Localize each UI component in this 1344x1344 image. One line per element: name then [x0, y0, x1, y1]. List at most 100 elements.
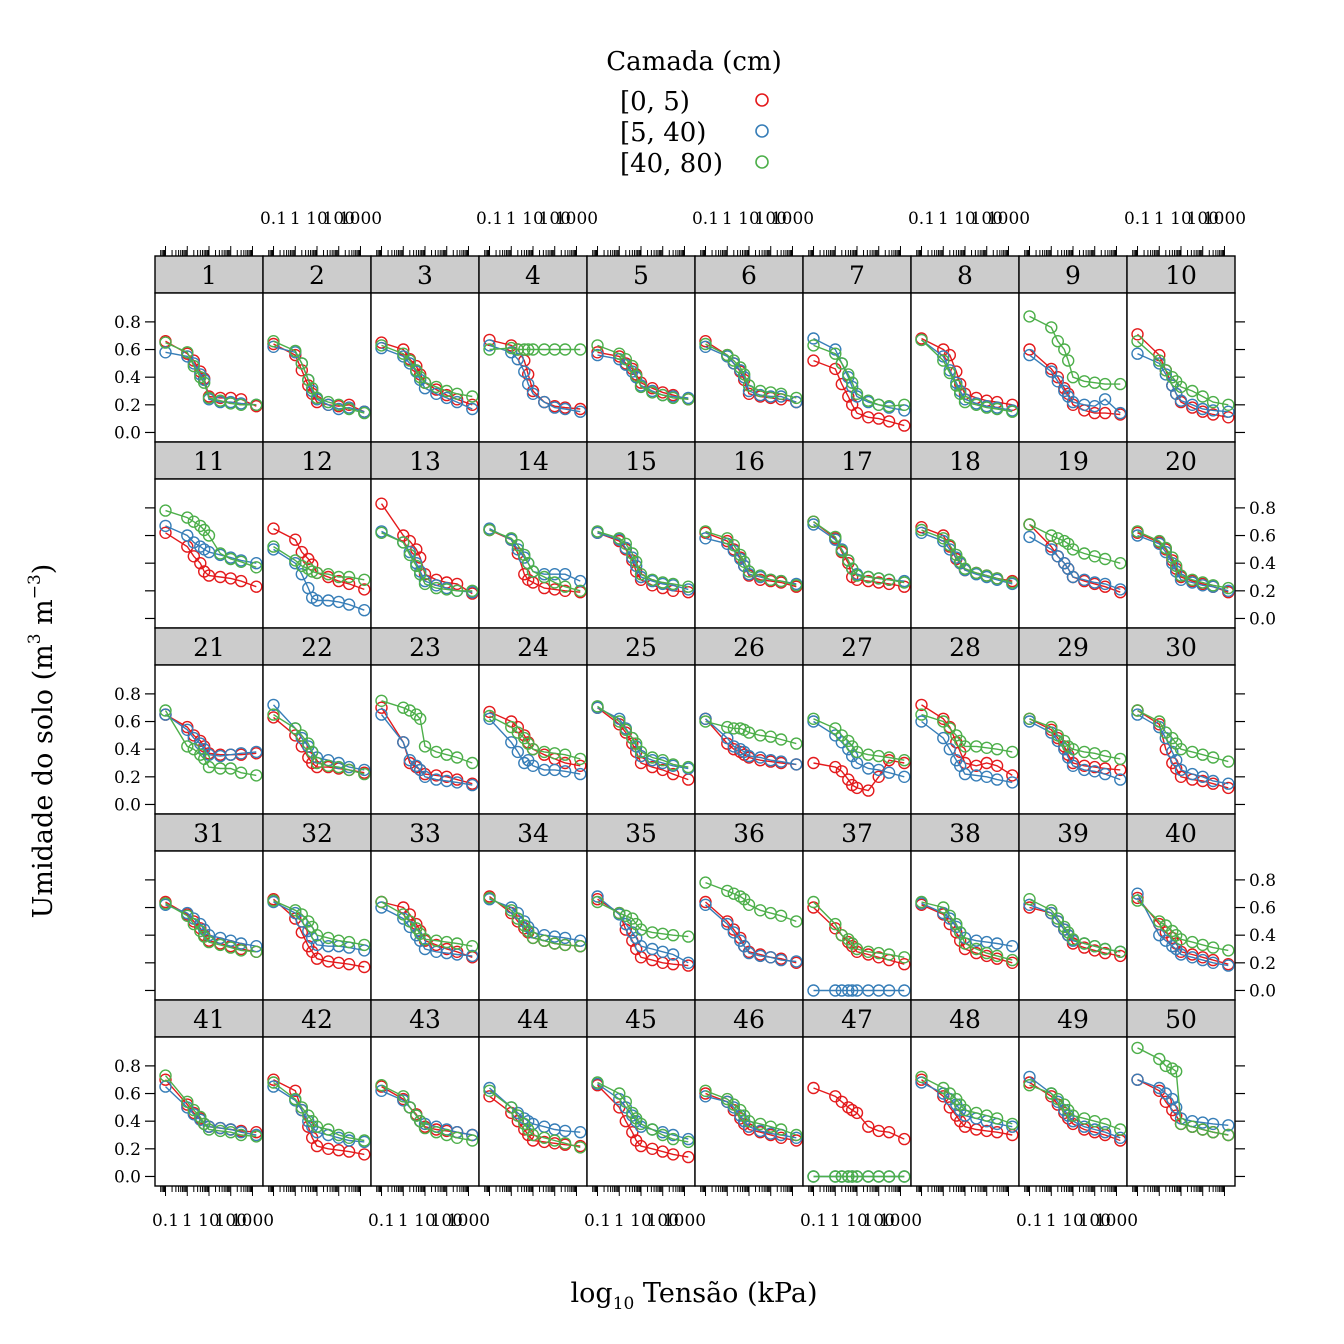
data-point — [1051, 532, 1065, 545]
data-point — [774, 1123, 788, 1136]
strip-label: 22 — [301, 633, 333, 662]
data-point — [807, 756, 820, 770]
data-point — [159, 346, 172, 359]
data-point — [1159, 541, 1173, 555]
data-point — [1131, 525, 1144, 538]
data-point — [375, 1078, 388, 1092]
strip — [694, 813, 804, 852]
data-point — [505, 346, 518, 359]
strip-label: 6 — [741, 261, 757, 290]
data-point — [1066, 371, 1080, 384]
plot-area — [154, 478, 264, 629]
strip — [1126, 627, 1236, 666]
data-point — [295, 357, 308, 370]
data-point — [358, 604, 371, 617]
x-tick-label: 10 — [306, 209, 328, 229]
data-point — [807, 354, 820, 367]
strip-label: 35 — [625, 819, 657, 848]
data-point — [846, 1170, 859, 1183]
panel-46: 46 — [694, 999, 804, 1187]
strip-label: 20 — [1165, 447, 1197, 476]
strip-label: 27 — [841, 633, 873, 662]
data-point — [289, 722, 302, 735]
data-point — [1174, 1117, 1188, 1131]
data-point — [990, 1125, 1004, 1139]
data-point — [1206, 751, 1220, 764]
data-point — [1061, 354, 1075, 367]
data-point — [1222, 581, 1235, 595]
y-tick-label: 0.0 — [1249, 609, 1276, 629]
strip-label: 45 — [625, 1005, 657, 1034]
x-tick-label: 10 — [630, 1211, 652, 1231]
plot-area — [910, 292, 1020, 443]
data-point — [721, 917, 734, 931]
data-point — [518, 548, 531, 562]
data-point — [289, 1084, 302, 1098]
strip-label: 31 — [193, 819, 225, 848]
data-point — [807, 339, 820, 352]
data-point — [807, 1170, 820, 1183]
data-point — [1222, 398, 1235, 411]
data-point — [1066, 395, 1080, 409]
data-point — [699, 898, 712, 911]
data-point — [882, 1170, 896, 1183]
data-point — [734, 361, 747, 374]
data-point — [1131, 708, 1144, 721]
data-point — [1066, 570, 1080, 584]
data-point — [937, 532, 950, 545]
data-point — [958, 1103, 972, 1117]
panel-9: 9 — [1018, 255, 1128, 443]
data-point — [727, 740, 740, 753]
x-tick-label: 1000 — [879, 1211, 922, 1231]
data-point — [882, 400, 896, 413]
strip — [910, 441, 1020, 480]
y-tick-label: 0.2 — [114, 768, 141, 788]
data-point — [194, 519, 207, 533]
data-point — [181, 740, 194, 753]
data-point — [1058, 743, 1071, 756]
data-point — [450, 776, 464, 789]
strip-label: 32 — [301, 819, 333, 848]
data-point — [558, 343, 572, 356]
data-point — [194, 748, 207, 761]
data-point — [1066, 1109, 1080, 1122]
data-point — [682, 956, 695, 969]
strip-label: 11 — [193, 447, 225, 476]
data-point — [1153, 354, 1166, 367]
data-point — [937, 731, 950, 745]
data-point — [1131, 347, 1144, 360]
data-point — [414, 712, 427, 725]
data-point — [1206, 956, 1220, 969]
data-point — [634, 380, 648, 394]
x-tick-label: 100 — [323, 209, 355, 229]
x-tick-label: 0.1 — [584, 1211, 611, 1231]
data-point — [511, 539, 524, 552]
panel-34: 34 — [478, 813, 588, 1001]
panel-22: 22 — [262, 627, 372, 815]
data-point — [418, 1121, 432, 1135]
data-point — [558, 748, 572, 761]
data-point — [295, 915, 308, 928]
panel-28: 28 — [910, 627, 1020, 815]
data-point — [375, 339, 388, 352]
data-point — [774, 755, 788, 768]
data-point — [214, 547, 227, 560]
strip-label: 23 — [409, 633, 441, 662]
data-point — [403, 915, 416, 928]
data-point — [289, 904, 302, 917]
data-point — [835, 929, 848, 942]
data-point — [774, 953, 788, 967]
data-point — [842, 984, 855, 997]
data-point — [807, 984, 820, 997]
data-point — [1222, 405, 1235, 418]
data-point — [1006, 1117, 1019, 1131]
y-tick-label: 0.8 — [114, 1057, 141, 1077]
data-point — [882, 415, 896, 428]
data-point — [358, 763, 371, 777]
strip-label: 4 — [525, 261, 541, 290]
strip — [262, 813, 372, 852]
data-point — [522, 368, 535, 381]
data-point — [898, 770, 911, 783]
data-point — [842, 368, 855, 381]
